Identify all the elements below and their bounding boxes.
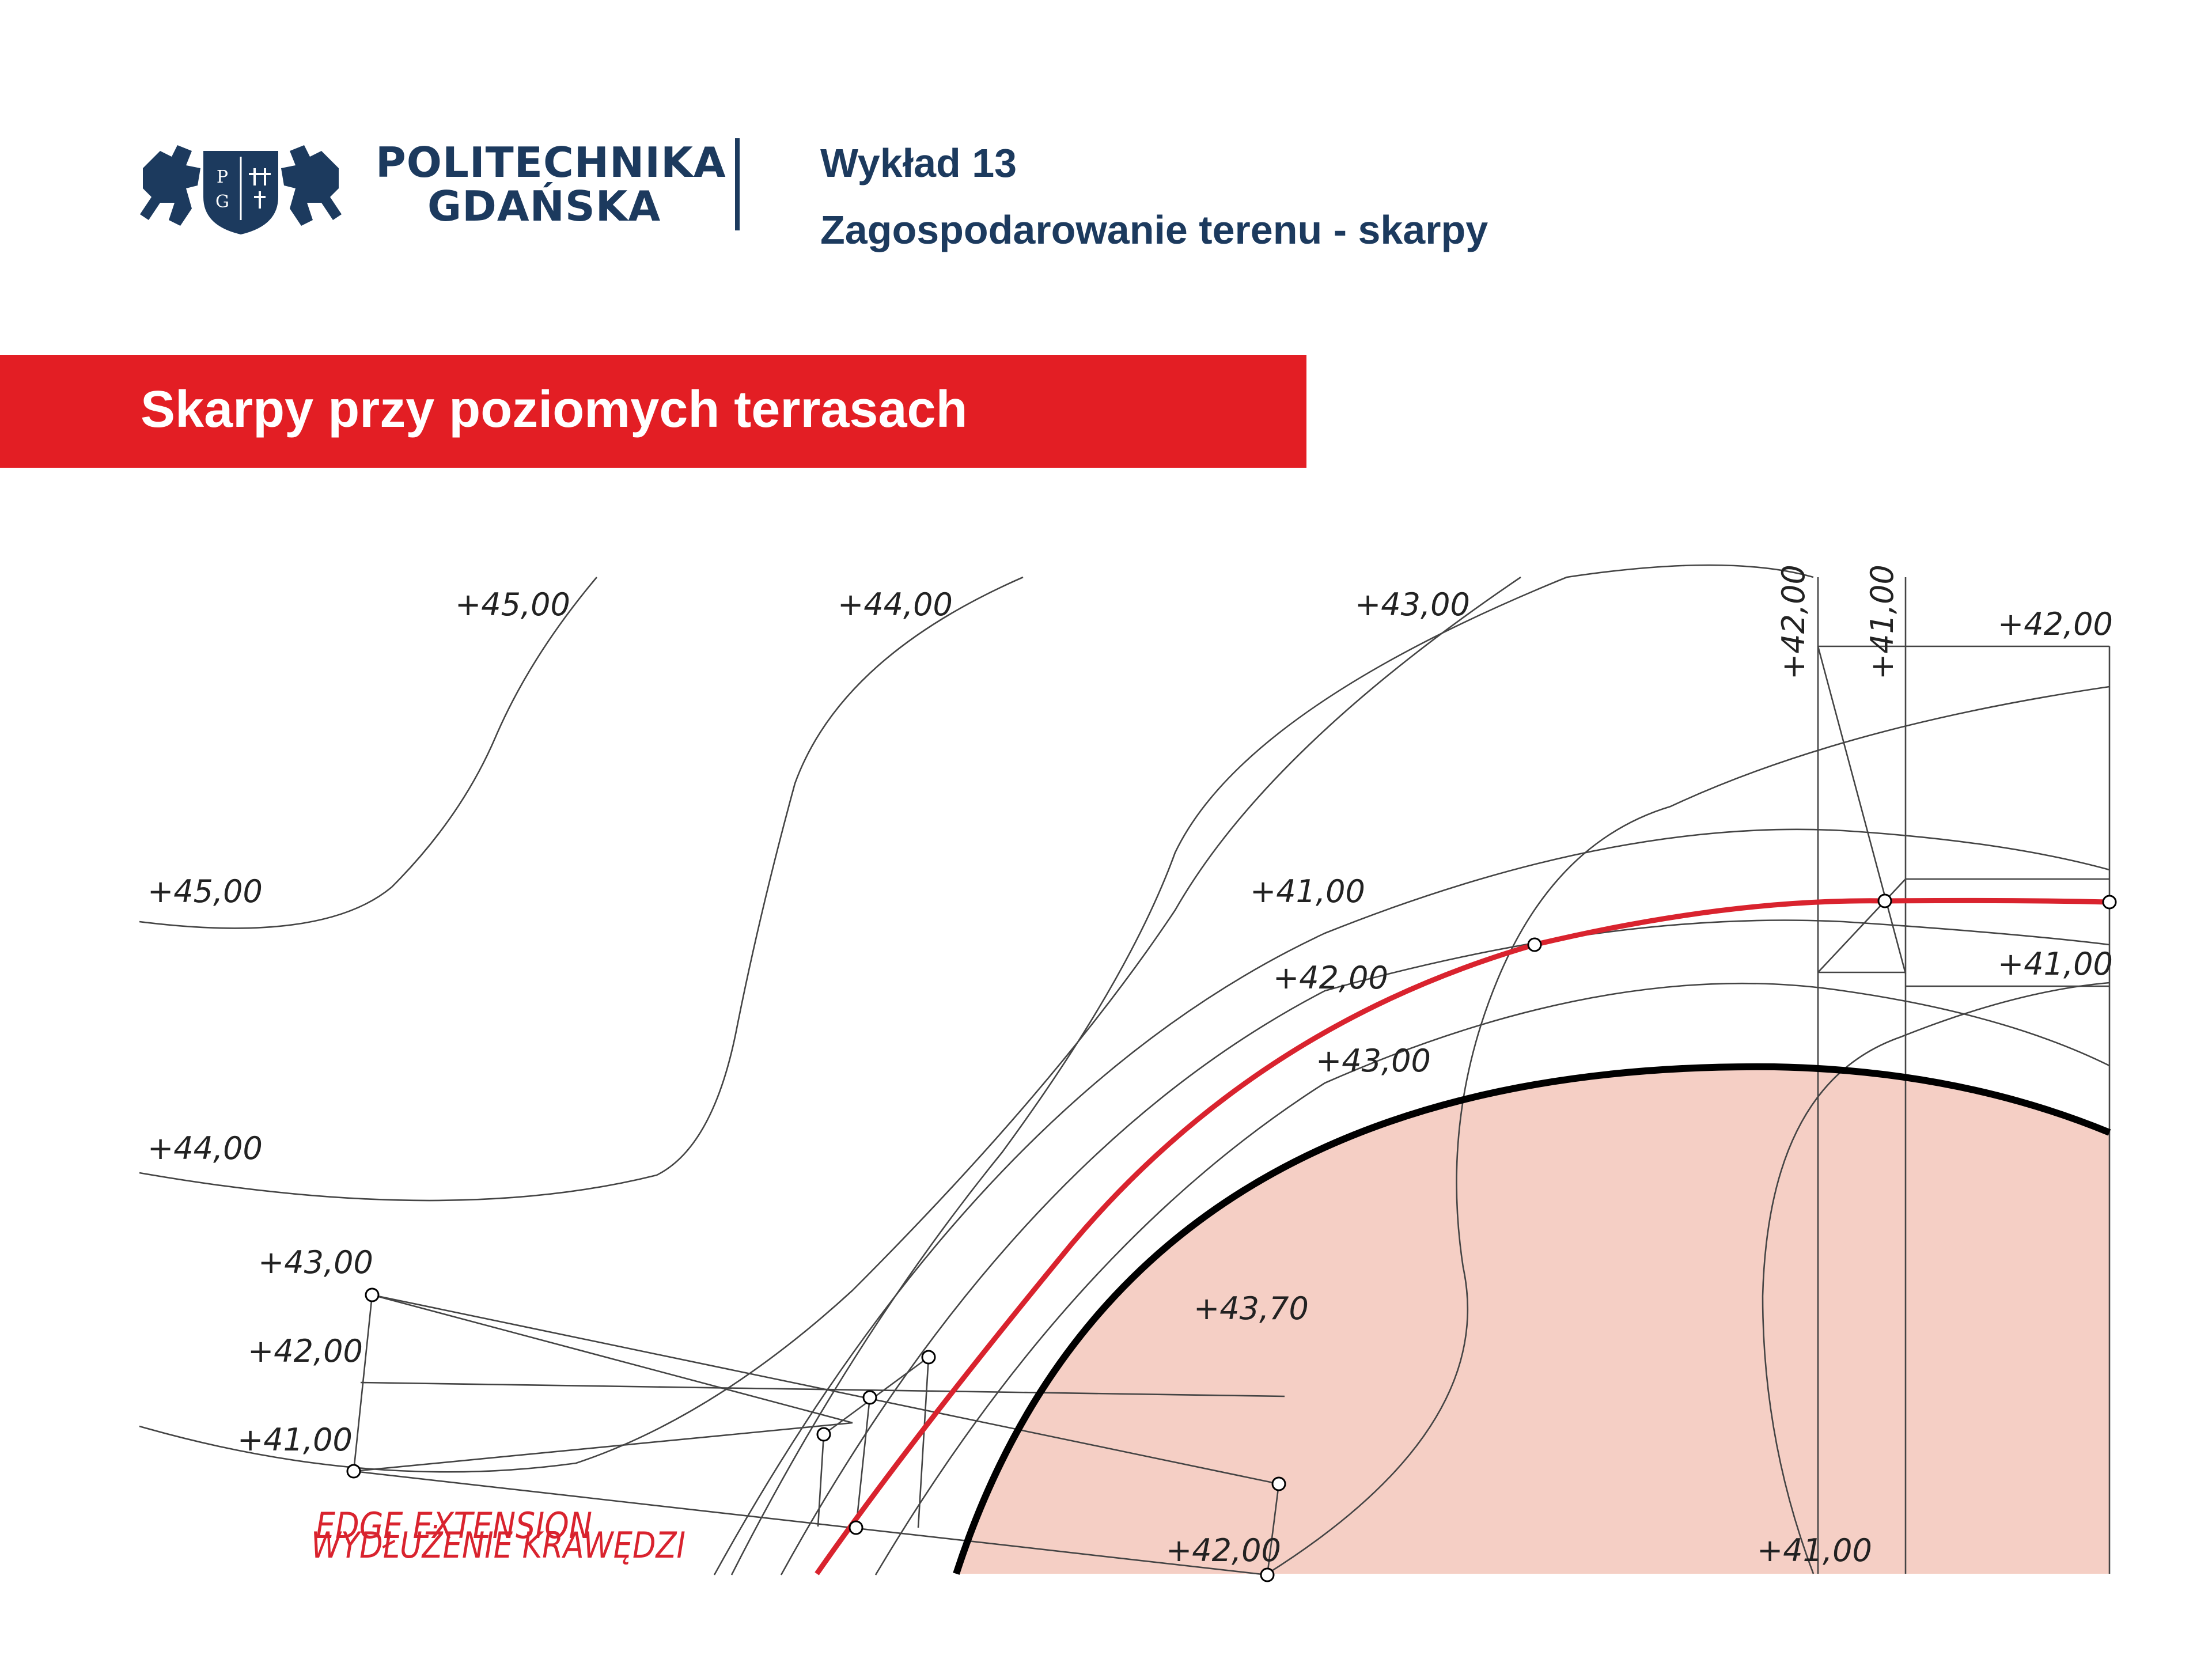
slide-header: P G POLITECHNIKA GDAŃSKA Wykład 13 Zagos… — [0, 0, 2212, 323]
label-c41-bottom: +41,00 — [1757, 1532, 1872, 1569]
point-c — [921, 1350, 936, 1365]
red-edge-line — [815, 897, 2110, 1575]
university-name-line1: POLITECHNIKA — [376, 138, 726, 187]
label-edge-extension-en: EDGE EXTENSION — [316, 1505, 592, 1547]
label-c41-mid: +41,00 — [1250, 873, 1365, 910]
contour-lines — [139, 564, 2111, 1576]
lecture-title: Zagospodarowanie terenu - skarpy — [820, 207, 1488, 252]
label-c43-left: +43,00 — [258, 1244, 373, 1281]
contour-44 — [139, 576, 1024, 1202]
slope-contour-42 — [780, 919, 2110, 1575]
contour-42-curve — [1267, 685, 2110, 1575]
label-c45-top: +45,00 — [455, 586, 570, 623]
section-title-band — [0, 355, 1306, 468]
label-c43-70: +43,70 — [1194, 1290, 1309, 1327]
university-emblem-icon: P G — [140, 145, 342, 234]
label-edge-extension-pl: WYDŁUŻENIE KRAWĘDZI — [311, 1524, 685, 1566]
contour-42-low — [730, 564, 1814, 1575]
label-c43-top: +43,00 — [1355, 586, 1470, 623]
label-c44-top: +44,00 — [838, 586, 953, 623]
point-g — [1271, 1476, 1286, 1491]
section-title: Skarpy przy poziomych terrasach — [141, 381, 968, 438]
point-h — [1260, 1567, 1275, 1582]
label-c45-left: +45,00 — [147, 873, 263, 910]
slope-contour-43 — [874, 982, 2110, 1575]
label-c42-right: +42,00 — [1998, 606, 2113, 642]
point-j — [1877, 893, 1892, 908]
slope-contour-41 — [713, 828, 2110, 1575]
label-c42-left: +42,00 — [248, 1333, 363, 1369]
point-d — [862, 1390, 877, 1405]
label-c44-left: +44,00 — [147, 1130, 263, 1166]
construction-points — [346, 893, 2117, 1582]
point-f — [849, 1520, 863, 1535]
label-c42-bottom: +42,00 — [1166, 1532, 1281, 1569]
label-c42-vertical: +42,00 — [1775, 565, 1812, 680]
label-c41-vertical: +41,00 — [1864, 565, 1900, 680]
contour-45 — [139, 577, 597, 929]
label-c42-mid: +42,00 — [1273, 960, 1388, 996]
emblem-letter-g: G — [215, 192, 229, 212]
terrace-edge-line — [953, 1063, 2111, 1575]
label-c43-mid: +43,00 — [1316, 1043, 1431, 1079]
university-name-line2: GDAŃSKA — [427, 182, 661, 230]
point-i — [1527, 937, 1542, 952]
lecture-number: Wykład 13 — [820, 141, 1017, 185]
terrace-fill-area — [956, 1066, 2109, 1574]
point-e — [816, 1427, 831, 1442]
contour-41-curve — [1762, 982, 2110, 1574]
label-c41-right: +41,00 — [1998, 946, 2113, 982]
point-k — [2102, 895, 2117, 910]
point-a — [365, 1287, 380, 1302]
label-c41-left: +41,00 — [237, 1422, 353, 1458]
point-b — [346, 1464, 361, 1479]
emblem-letter-p: P — [217, 167, 228, 187]
contour-43 — [139, 576, 1521, 1473]
header-divider — [735, 138, 740, 230]
